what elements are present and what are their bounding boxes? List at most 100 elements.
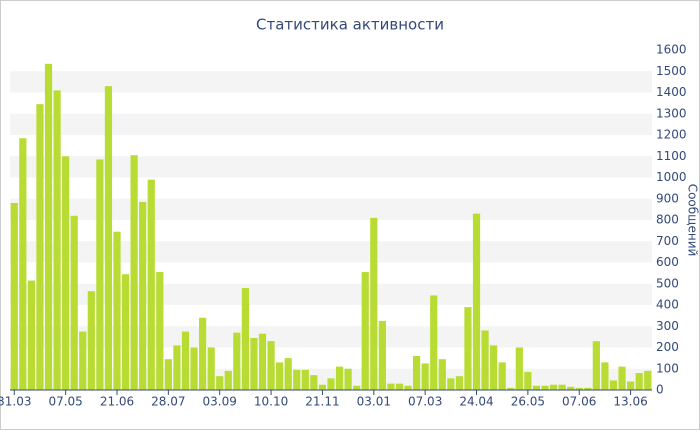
bar	[139, 201, 147, 390]
y-tick-label: 1000	[656, 170, 687, 184]
bar	[618, 366, 626, 390]
bar	[267, 341, 275, 390]
bar	[173, 345, 181, 390]
bar	[156, 272, 164, 390]
y-tick-label: 1400	[656, 85, 687, 99]
bar	[53, 90, 61, 390]
bar	[250, 337, 258, 390]
bar	[438, 359, 446, 390]
bar	[113, 231, 121, 390]
bar	[344, 368, 352, 390]
y-tick-label: 300	[656, 319, 679, 333]
y-tick-label: 500	[656, 276, 679, 290]
bar	[455, 376, 463, 390]
bar	[199, 317, 207, 390]
bar	[421, 363, 429, 390]
bar	[472, 213, 481, 390]
bar	[301, 369, 309, 390]
x-tick-label: 10.10	[254, 395, 288, 409]
bar	[27, 280, 35, 390]
bar	[36, 104, 44, 390]
x-tick-label: 31.03	[0, 395, 31, 409]
x-tick-label: 24.04	[459, 395, 493, 409]
bar	[258, 333, 267, 390]
y-tick-label: 100	[656, 361, 679, 375]
bar	[10, 203, 18, 390]
bar	[541, 385, 549, 390]
bar	[276, 362, 284, 390]
bar	[549, 384, 558, 390]
bar	[241, 288, 249, 390]
y-tick-label: 1100	[656, 149, 687, 163]
bar	[387, 383, 395, 390]
bar	[44, 63, 53, 390]
grid-band	[10, 71, 652, 93]
grid-band	[10, 198, 652, 220]
grid-band	[10, 156, 652, 178]
bar	[558, 384, 566, 390]
bar	[293, 369, 301, 390]
bar	[121, 274, 130, 390]
y-tick-label: 0	[656, 383, 664, 397]
bar	[584, 387, 592, 390]
y-tick-label: 600	[656, 255, 679, 269]
bar	[404, 385, 412, 390]
bar	[515, 347, 523, 390]
bar	[601, 362, 609, 390]
x-tick-label: 13.06	[613, 395, 647, 409]
bar	[335, 366, 344, 390]
bar	[164, 359, 172, 390]
x-tick-label: 07.03	[408, 395, 442, 409]
bar	[353, 385, 361, 390]
bar	[378, 320, 386, 390]
y-tick-label: 1200	[656, 128, 687, 142]
y-tick-label: 900	[656, 191, 679, 205]
bar	[310, 375, 318, 390]
bar	[464, 307, 472, 390]
bar	[190, 347, 198, 390]
y-axis-label: Сообщений	[686, 184, 700, 257]
x-tick-label: 07.06	[562, 395, 596, 409]
x-tick-label: 26.05	[511, 395, 545, 409]
bar	[592, 341, 600, 390]
bar	[567, 386, 575, 390]
bar	[284, 358, 292, 390]
y-tick-label: 1500	[656, 64, 687, 78]
bar	[62, 156, 70, 390]
bar	[224, 370, 232, 390]
y-tick-label: 700	[656, 234, 679, 248]
bar	[498, 362, 506, 390]
x-tick-label: 21.11	[305, 395, 339, 409]
grid-band	[10, 241, 652, 263]
bar	[627, 381, 635, 390]
bar	[609, 380, 618, 390]
bar	[490, 345, 498, 390]
bar	[524, 371, 532, 390]
x-tick-label: 03.01	[357, 395, 391, 409]
x-tick-label: 07.05	[48, 395, 82, 409]
bar	[395, 383, 404, 390]
bar	[327, 378, 335, 390]
x-tick-label: 28.07	[151, 395, 185, 409]
bar	[507, 387, 515, 390]
bar	[130, 155, 138, 390]
bar	[481, 330, 489, 390]
bar	[370, 217, 378, 390]
y-tick-label: 1600	[656, 43, 687, 57]
bar	[79, 331, 87, 390]
x-tick-label: 21.06	[100, 395, 134, 409]
bar	[233, 332, 241, 390]
bar	[447, 378, 455, 390]
y-tick-label: 200	[656, 340, 679, 354]
bar	[104, 86, 113, 390]
bar	[96, 159, 104, 390]
bar	[644, 370, 652, 390]
y-tick-label: 800	[656, 213, 679, 227]
bar	[318, 384, 327, 390]
grid-band	[10, 326, 652, 348]
bar	[413, 356, 421, 390]
bar	[181, 331, 190, 390]
bar	[19, 138, 27, 390]
grid-band	[10, 283, 652, 305]
